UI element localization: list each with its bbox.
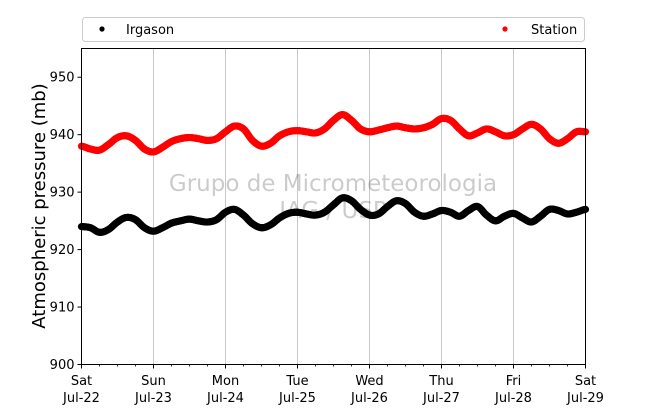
data-series — [77, 110, 590, 236]
y-tick-label-930: 930 — [50, 186, 75, 201]
x-tick-day-Jul-26: Wed — [355, 374, 383, 389]
x-tick-day-Jul-23: Sun — [141, 374, 166, 389]
y-tick-label-950: 950 — [50, 71, 75, 86]
y-tick-label-940: 940 — [50, 128, 75, 143]
legend-marker-station — [502, 26, 508, 32]
y-tick-label-920: 920 — [50, 243, 75, 258]
y-axis-label: Atmospheric pressure (mb) — [29, 83, 50, 328]
series-irgason — [77, 194, 590, 236]
x-tick-date-Jul-24: Jul-24 — [206, 391, 244, 406]
x-tick-date-Jul-29: Jul-29 — [566, 391, 604, 406]
x-tick-day-Jul-28: Fri — [506, 374, 522, 389]
y-axis: 900 910 920 930 940 950 — [50, 71, 82, 373]
x-tick-date-Jul-22: Jul-22 — [62, 391, 100, 406]
watermark-line-1: Grupo de Micrometeorologia — [169, 171, 497, 197]
series-station — [77, 110, 590, 156]
legend: Irgason Station — [82, 17, 585, 42]
x-tick-date-Jul-27: Jul-27 — [422, 391, 460, 406]
x-tick-date-Jul-25: Jul-25 — [278, 391, 316, 406]
vertical-grid — [153, 48, 514, 365]
x-tick-day-Jul-29: Sat — [575, 374, 596, 389]
y-tick-label-910: 910 — [50, 301, 75, 316]
x-tick-day-Jul-22: Sat — [71, 374, 92, 389]
x-tick-day-Jul-24: Mon — [212, 374, 239, 389]
y-tick-label-900: 900 — [50, 358, 75, 373]
x-tick-date-Jul-23: Jul-23 — [134, 391, 172, 406]
legend-box — [82, 17, 585, 42]
x-tick-date-Jul-26: Jul-26 — [350, 391, 388, 406]
x-tick-day-Jul-27: Thu — [428, 374, 453, 389]
legend-label-irgason: Irgason — [126, 23, 174, 38]
x-tick-date-Jul-28: Jul-28 — [494, 391, 532, 406]
legend-marker-irgason — [99, 26, 105, 32]
x-axis: Sat Jul-22 Sun Jul-23 Mon Jul-24 Tue Jul-25 Wed J… — [62, 364, 604, 406]
legend-label-station: Station — [531, 23, 577, 38]
x-tick-day-Jul-25: Tue — [285, 374, 308, 389]
